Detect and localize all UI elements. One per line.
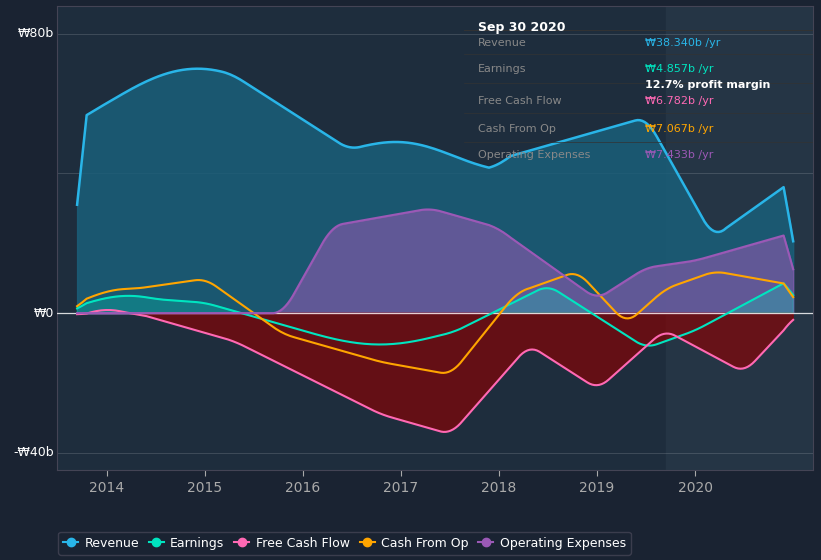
Text: ₩80b: ₩80b (17, 27, 53, 40)
Text: ₩7.433b /yr: ₩7.433b /yr (645, 150, 713, 160)
Text: Cash From Op: Cash From Op (478, 124, 556, 134)
Text: Operating Expenses: Operating Expenses (478, 150, 590, 160)
Text: ₩7.067b /yr: ₩7.067b /yr (645, 124, 713, 134)
Bar (666, 6, 813, 470)
Text: Revenue: Revenue (478, 38, 526, 48)
Text: Earnings: Earnings (478, 64, 526, 74)
Legend: Revenue, Earnings, Free Cash Flow, Cash From Op, Operating Expenses: Revenue, Earnings, Free Cash Flow, Cash … (58, 532, 631, 555)
Text: ₩6.782b /yr: ₩6.782b /yr (645, 96, 713, 106)
Text: Free Cash Flow: Free Cash Flow (478, 96, 562, 106)
Text: 12.7% profit margin: 12.7% profit margin (645, 80, 771, 90)
Text: Sep 30 2020: Sep 30 2020 (478, 21, 566, 34)
Text: -₩40b: -₩40b (13, 446, 53, 459)
Text: ₩4.857b /yr: ₩4.857b /yr (645, 64, 713, 74)
Text: ₩0: ₩0 (34, 307, 53, 320)
Text: ₩38.340b /yr: ₩38.340b /yr (645, 38, 721, 48)
